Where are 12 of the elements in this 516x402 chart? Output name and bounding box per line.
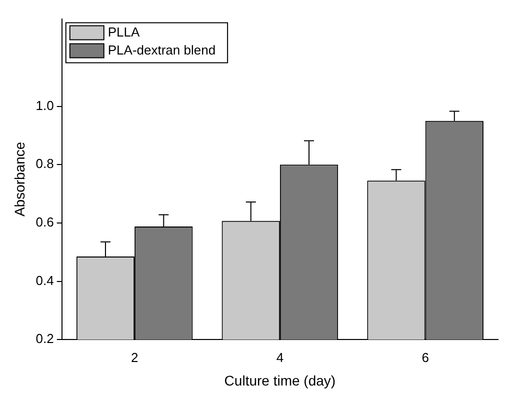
y-tick-label: 0.2 [36,331,54,346]
legend-label: PLLA [108,24,140,40]
y-tick-label: 0.4 [36,272,54,288]
x-tick-label: 6 [422,350,429,365]
y-axis-title: Absorbance [11,142,28,217]
y-tick-label: 1.0 [36,98,54,113]
x-axis-title: Culture time (day) [224,372,336,388]
legend-label: PLA-dextran blend [108,42,216,58]
x-tick-label: 4 [276,350,284,365]
y-tick-label: 0.6 [36,214,54,230]
y-tick-label: 0.8 [36,156,54,172]
x-tick-label: 2 [130,350,138,365]
